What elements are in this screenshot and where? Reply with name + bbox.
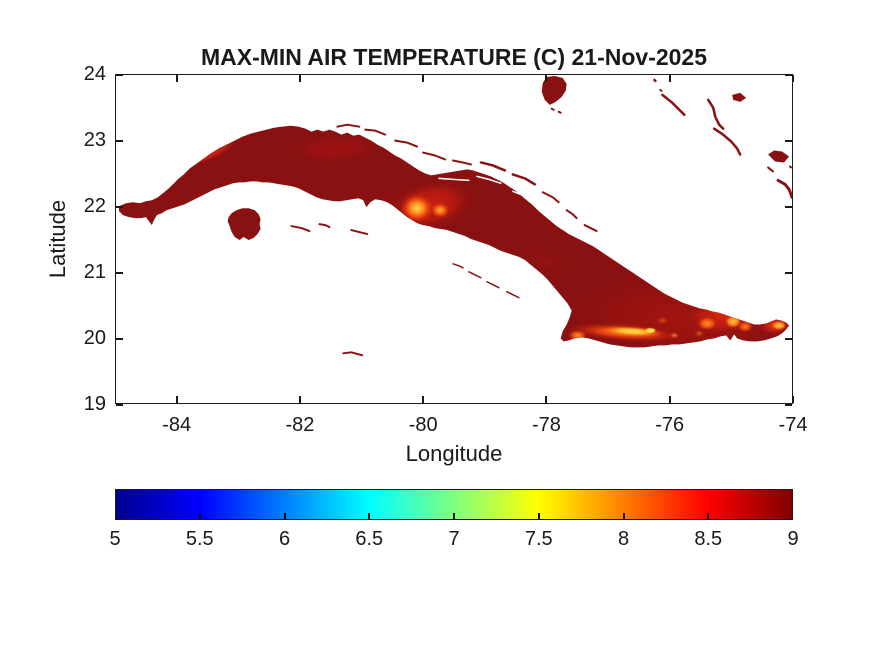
- north-cay: [394, 139, 419, 148]
- x-tick-mark: [298, 75, 301, 82]
- north-cay: [541, 191, 560, 204]
- bahamas-blob-north: [732, 92, 747, 102]
- bahamas-dot: [789, 165, 792, 169]
- x-tick-mark: [792, 75, 794, 82]
- y-tick-mark: [116, 74, 123, 76]
- bahamas-diagonal-islet: [661, 93, 686, 116]
- south-cay: [290, 225, 311, 233]
- x-tick-mark: [422, 396, 425, 403]
- colorbar-tick-label: 7.5: [524, 528, 553, 550]
- jardines-cay: [452, 263, 464, 269]
- y-tick-mark: [116, 272, 123, 274]
- y-tick-mark: [785, 206, 792, 208]
- y-tick-label: 22: [83, 195, 106, 217]
- cayo-coco: [479, 161, 507, 172]
- colorbar: [115, 489, 793, 520]
- y-tick-mark: [785, 74, 792, 76]
- north-cay: [452, 159, 472, 166]
- colorbar-tick-label: 8.5: [694, 528, 723, 550]
- x-tick-mark: [668, 75, 671, 82]
- lagoon-channel: [476, 175, 502, 185]
- colorbar-tick-label: 7: [448, 528, 460, 550]
- x-tick-label: -80: [408, 414, 438, 436]
- y-tick-mark: [785, 338, 792, 340]
- bahamas-dot: [653, 78, 657, 83]
- y-tick-label: 24: [83, 63, 106, 85]
- cuba-temperature-map: [118, 75, 792, 357]
- lagoon-channel: [438, 177, 470, 182]
- andros-dot: [557, 110, 562, 114]
- cayman-islet: [342, 351, 364, 357]
- x-tick-mark: [668, 396, 671, 403]
- colorbar-tick-mark: [453, 513, 455, 519]
- y-tick-label: 20: [83, 327, 106, 349]
- long-island: [707, 98, 725, 130]
- colorbar-tick-mark: [368, 513, 371, 519]
- x-tick-mark: [422, 75, 425, 82]
- y-tick-mark: [785, 140, 792, 142]
- y-tick-label: 21: [83, 261, 106, 283]
- isla-de-la-juventud: [227, 208, 261, 240]
- x-tick-label: -76: [655, 414, 685, 436]
- x-axis-label: Longitude: [405, 441, 503, 466]
- plot-area: [115, 74, 794, 406]
- colorbar-tick-label: 6: [278, 528, 291, 550]
- chart-title: MAX-MIN AIR TEMPERATURE (C) 21-Nov-2025: [200, 44, 708, 70]
- colorbar-tick-label: 6.5: [355, 528, 384, 550]
- colorbar-tick-label: 5.5: [185, 528, 214, 550]
- x-tick-label: -74: [778, 414, 808, 436]
- x-tick-label: -84: [162, 414, 192, 436]
- x-tick-label: -82: [285, 414, 315, 436]
- island-chain: [712, 127, 742, 156]
- y-tick-mark: [116, 404, 123, 406]
- x-tick-mark: [545, 396, 548, 403]
- y-tick-mark: [785, 272, 792, 274]
- x-tick-mark: [175, 75, 178, 82]
- cayo-romano: [511, 173, 537, 186]
- bahamas-dot: [659, 88, 663, 92]
- colorbar-tick-mark: [537, 513, 540, 519]
- right-edge-island: [776, 178, 792, 199]
- x-tick-mark: [792, 396, 794, 403]
- x-tick-mark: [545, 75, 548, 82]
- north-cay: [336, 123, 361, 128]
- colorbar-tick-mark: [707, 513, 710, 519]
- north-cay: [364, 128, 387, 136]
- andros-island-fragment: [541, 75, 567, 105]
- cayo-largo: [350, 229, 369, 236]
- north-cay: [422, 151, 447, 161]
- jardines-cay: [468, 271, 482, 279]
- y-tick-mark: [116, 338, 123, 340]
- andros-dot: [550, 107, 555, 111]
- x-tick-mark: [298, 396, 301, 403]
- colorbar-tick-mark: [622, 513, 625, 519]
- bahamas-slash: [767, 166, 775, 173]
- south-cay: [318, 223, 331, 229]
- colorbar-tick-label: 9: [787, 528, 799, 550]
- jardines-cay: [506, 290, 520, 299]
- colorbar-tick-mark: [283, 513, 286, 519]
- x-tick-mark: [175, 396, 178, 403]
- colorbar-tick-mark: [198, 513, 201, 519]
- y-tick-mark: [116, 140, 123, 142]
- colorbar-tick-label: 5: [109, 528, 121, 550]
- y-tick-mark: [116, 206, 123, 208]
- colorbar-tick-label: 8: [617, 528, 630, 550]
- y-tick-label: 19: [83, 393, 106, 415]
- y-tick-mark: [785, 404, 792, 406]
- bahamas-blob-east: [768, 150, 790, 163]
- cayo-sabinal: [583, 224, 598, 233]
- jardines-cay: [486, 280, 500, 289]
- lagoon-channel: [512, 190, 532, 201]
- north-cay: [565, 209, 578, 220]
- y-tick-label: 23: [83, 129, 106, 151]
- x-tick-label: -78: [532, 414, 561, 436]
